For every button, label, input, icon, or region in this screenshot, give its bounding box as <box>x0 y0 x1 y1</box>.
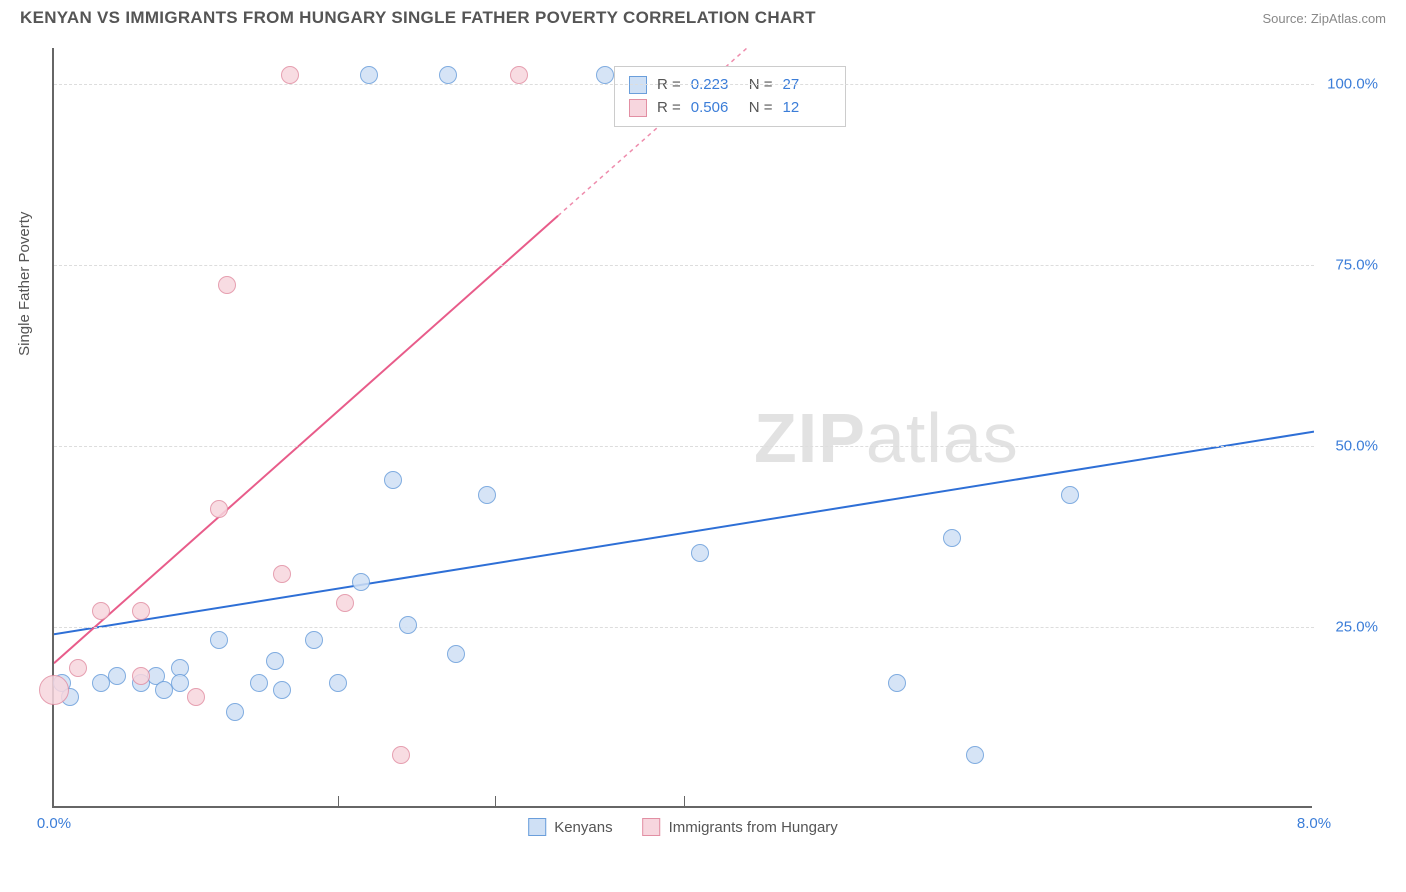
legend-label: Kenyans <box>554 819 612 836</box>
data-point <box>510 66 528 84</box>
data-point <box>266 652 284 670</box>
watermark: ZIPatlas <box>754 398 1019 478</box>
data-point <box>132 602 150 620</box>
trend-lines <box>54 48 1314 808</box>
data-point <box>966 746 984 764</box>
data-point <box>596 66 614 84</box>
n-label: N = <box>749 96 773 119</box>
data-point <box>171 674 189 692</box>
data-point <box>447 645 465 663</box>
stats-box: R =0.223N =27R =0.506N =12 <box>614 66 846 127</box>
gridline-h <box>54 265 1314 266</box>
data-point <box>360 66 378 84</box>
data-point <box>273 565 291 583</box>
data-point <box>108 667 126 685</box>
data-point <box>210 631 228 649</box>
stats-row: R = 0.506 N = 12 <box>629 96 831 119</box>
data-point <box>691 544 709 562</box>
data-point <box>384 471 402 489</box>
gridline-h <box>54 84 1314 85</box>
x-tick-mark <box>684 796 685 808</box>
legend-swatch <box>629 99 647 117</box>
data-point <box>888 674 906 692</box>
data-point <box>273 681 291 699</box>
data-point <box>1061 486 1079 504</box>
x-tick-label: 0.0% <box>37 815 71 832</box>
data-point <box>210 500 228 518</box>
legend-label: Immigrants from Hungary <box>669 819 838 836</box>
watermark-atlas: atlas <box>866 399 1019 477</box>
r-value: 0.506 <box>691 96 739 119</box>
data-point <box>218 276 236 294</box>
chart-source: Source: ZipAtlas.com <box>1262 11 1386 26</box>
data-point <box>478 486 496 504</box>
bottom-legend: Kenyans Immigrants from Hungary <box>528 818 838 836</box>
data-point <box>439 66 457 84</box>
y-axis-label: Single Father Poverty <box>16 212 33 356</box>
plot-area: Single Father Poverty ZIPatlas R =0.223N… <box>52 48 1312 808</box>
data-point <box>336 594 354 612</box>
data-point <box>943 529 961 547</box>
data-point <box>187 688 205 706</box>
data-point <box>352 573 370 591</box>
data-point <box>399 616 417 634</box>
y-tick-label: 25.0% <box>1318 619 1378 636</box>
legend-item: Kenyans <box>528 818 612 836</box>
x-tick-label: 8.0% <box>1297 815 1331 832</box>
x-tick-mark <box>495 796 496 808</box>
y-tick-label: 100.0% <box>1318 76 1378 93</box>
data-point <box>92 602 110 620</box>
watermark-zip: ZIP <box>754 399 866 477</box>
chart-title: KENYAN VS IMMIGRANTS FROM HUNGARY SINGLE… <box>20 8 816 28</box>
gridline-h <box>54 627 1314 628</box>
data-point <box>69 659 87 677</box>
legend-swatch <box>643 818 661 836</box>
n-value: 12 <box>783 96 831 119</box>
r-label: R = <box>657 96 681 119</box>
x-tick-mark <box>338 796 339 808</box>
legend-item: Immigrants from Hungary <box>643 818 838 836</box>
data-point <box>305 631 323 649</box>
gridline-h <box>54 446 1314 447</box>
legend-swatch <box>528 818 546 836</box>
chart-header: KENYAN VS IMMIGRANTS FROM HUNGARY SINGLE… <box>0 0 1406 32</box>
y-tick-label: 75.0% <box>1318 257 1378 274</box>
chart-container: Single Father Poverty ZIPatlas R =0.223N… <box>52 48 1382 838</box>
data-point <box>392 746 410 764</box>
data-point <box>39 675 69 705</box>
y-tick-label: 50.0% <box>1318 438 1378 455</box>
data-point <box>281 66 299 84</box>
data-point <box>329 674 347 692</box>
data-point <box>250 674 268 692</box>
data-point <box>132 667 150 685</box>
data-point <box>226 703 244 721</box>
